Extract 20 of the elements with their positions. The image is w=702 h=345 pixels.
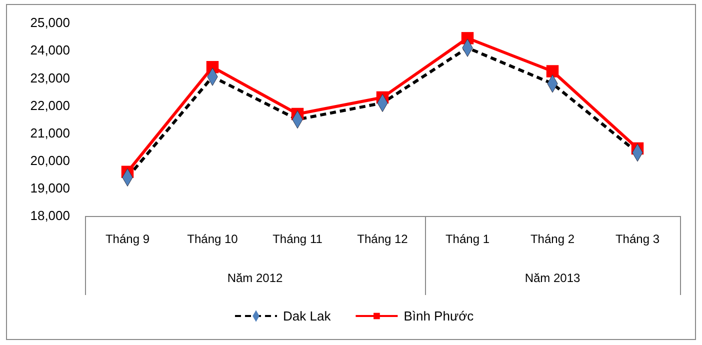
x-tick-label: Tháng 1 <box>445 232 490 246</box>
text: Năm 2012 <box>227 271 284 285</box>
x-tick-label: Tháng 11 <box>272 232 323 246</box>
y-tick-label: 22,000 <box>30 98 70 113</box>
point <box>546 65 559 78</box>
legend-label: Dak Lak <box>283 308 332 324</box>
x-tick-label: Tháng 3 <box>615 232 660 246</box>
x-tick-label: Tháng 9 <box>105 232 150 246</box>
legend-label: Bình Phước <box>404 308 474 324</box>
x-tick-label: Tháng 2 <box>530 232 575 246</box>
y-tick-label: 20,000 <box>30 153 70 168</box>
y-tick-label: 18,000 <box>30 208 70 224</box>
y-tick-label: 25,000 <box>30 15 70 30</box>
y-tick-label: 23,000 <box>30 70 70 86</box>
x-tick-label: Tháng 12 <box>357 232 408 246</box>
x-tick-label: Tháng 10 <box>187 232 238 246</box>
text: Năm 2013 <box>524 271 581 285</box>
y-tick-label: 21,000 <box>30 125 70 140</box>
y-tick-label: 24,000 <box>30 42 70 58</box>
y-tick-label: 19,000 <box>30 180 70 196</box>
